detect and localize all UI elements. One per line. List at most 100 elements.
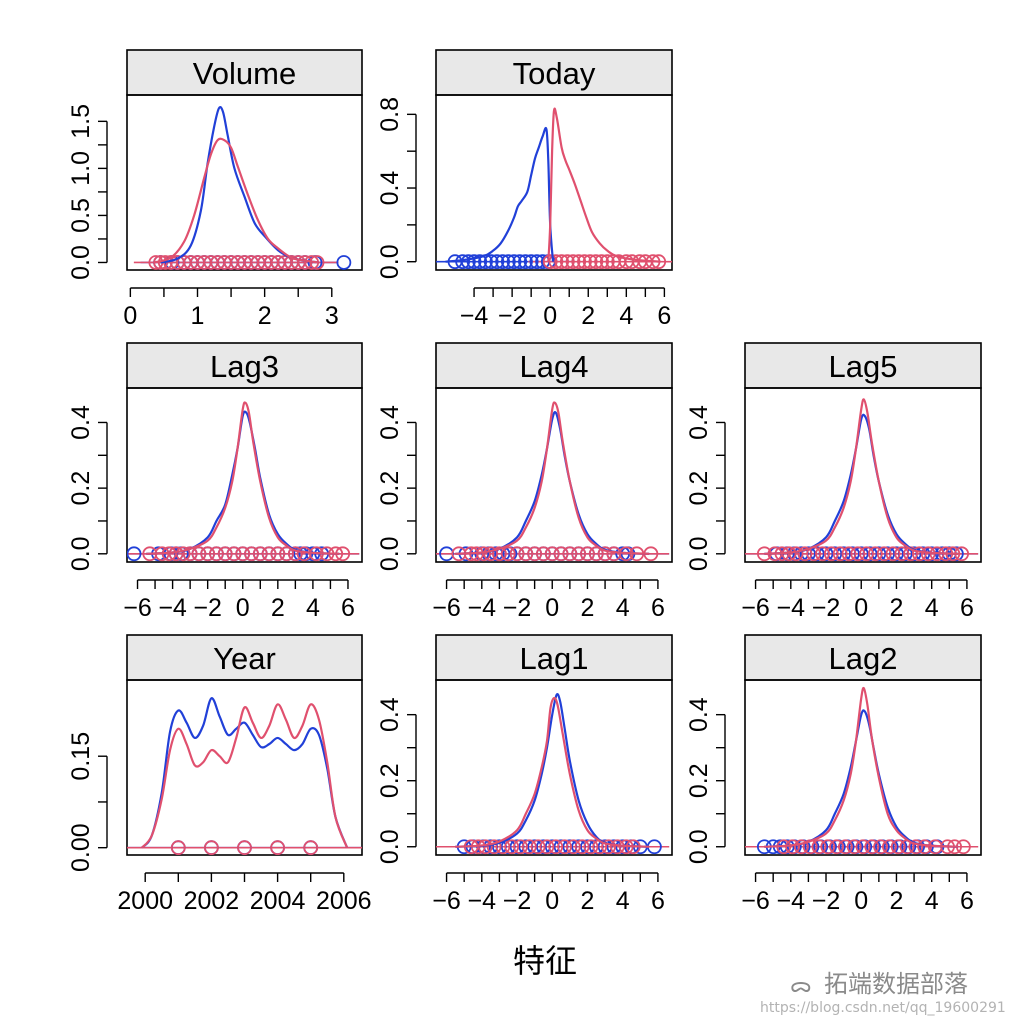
- rug-point-lag5-2: [911, 546, 927, 562]
- x-tick-label-lag2: 0: [854, 887, 868, 915]
- rug-point-today-1: [489, 254, 505, 270]
- x-tick-label-lag3: 4: [306, 594, 320, 622]
- density-line-lag5-1: [764, 413, 959, 555]
- y-tick-label-lag2: 0.4: [685, 697, 713, 732]
- x-tick-label-lag4: −4: [468, 594, 497, 622]
- x-tick-label-lag5: 0: [854, 594, 868, 622]
- rug-point-lag4-2: [492, 546, 507, 562]
- rug-point-lag5-2: [894, 546, 910, 562]
- rug-point-lag3-2: [200, 546, 216, 562]
- rug-point-lag1-2: [601, 839, 616, 855]
- rug-point-today-2: [599, 254, 615, 270]
- y-tick-label-lag3: 0.0: [67, 536, 95, 571]
- rug-point-lag3-2: [182, 546, 198, 562]
- rug-point-lag2-2: [882, 839, 897, 855]
- strip-volume: [126, 49, 363, 96]
- wechat-icon: ᯅ: [790, 973, 812, 997]
- rug-point-lag3-2: [279, 546, 294, 562]
- rug-point-today-1: [512, 254, 528, 270]
- panel-year: Year 0.00 0.15 2000 2002 2004 2006: [67, 634, 372, 915]
- x-tick-label-year: 2006: [316, 887, 372, 915]
- y-tick-label-year: 0.00: [67, 823, 95, 872]
- strip-lag3: [126, 342, 363, 389]
- data-layer-year: [127, 697, 362, 855]
- rug-point-lag2-2: [908, 839, 924, 855]
- rug-point-lag5-2: [850, 546, 866, 562]
- y-tick-label-lag4: 0.4: [376, 405, 404, 440]
- rug-point-lag2-2: [829, 839, 844, 855]
- strip-today: [435, 49, 673, 96]
- data-layer-today: [436, 107, 672, 270]
- rug-point-lag3-2: [217, 546, 233, 562]
- x-tick-label-lag4: 2: [581, 594, 595, 622]
- x-tick-label-lag5: −4: [777, 594, 806, 622]
- strip-lag1: [435, 634, 673, 681]
- x-tick-label-lag4: −6: [432, 594, 461, 622]
- panel-today: Today 0.0 0.4 0.8 −4 −2 0 2 4 6: [376, 49, 673, 330]
- x-tick-label-lag1: 6: [651, 887, 665, 915]
- plot-frame-volume: [126, 94, 363, 271]
- rug-point-lag3-2: [287, 546, 303, 562]
- rug-point-lag2-2: [846, 839, 862, 855]
- y-tick-label-year: 0.15: [67, 732, 95, 781]
- rug-point-lag5-2: [859, 546, 874, 562]
- x-tick-label-lag2: 2: [890, 887, 904, 915]
- density-line-lag4-1: [455, 411, 650, 555]
- rug-point-lag3-2: [235, 546, 251, 562]
- rug-point-today-1: [506, 254, 522, 270]
- density-line-today-1: [445, 127, 555, 263]
- x-tick-label-lag3: 0: [236, 594, 250, 622]
- x-tick-label-lag3: 2: [271, 594, 285, 622]
- rug-point-lag4-2: [571, 546, 587, 562]
- rug-point-lag2-2: [873, 839, 889, 855]
- x-tick-label-lag2: 6: [960, 887, 974, 915]
- y-tick-label-lag5: 0.4: [685, 405, 713, 440]
- y-tick-label-lag2: 0.2: [685, 763, 713, 798]
- watermark-brand-text: 拓端数据部落: [824, 970, 968, 998]
- x-tick-label-lag1: −4: [468, 887, 497, 915]
- rug-point-lag5-2: [832, 546, 848, 562]
- rug-point-volume-1: [336, 255, 352, 270]
- rug-point-lag4-2: [500, 546, 516, 562]
- density-line-lag3-1: [146, 410, 340, 555]
- rug-point-lag2-2: [820, 839, 836, 855]
- y-tick-label-lag1: 0.4: [376, 697, 404, 732]
- rug-point-today-1: [523, 254, 539, 270]
- panel-title-volume: Volume: [193, 56, 296, 91]
- rug-point-lag2-2: [890, 839, 906, 855]
- y-tick-label-lag4: 0.2: [376, 471, 404, 506]
- rug-point-lag4-2: [527, 546, 543, 562]
- rug-point-lag4-2: [509, 546, 525, 562]
- rug-point-lag3-2: [261, 546, 277, 562]
- rug-point-lag3-2: [209, 546, 224, 562]
- rug-point-today-1: [518, 254, 533, 270]
- rug-point-lag1-2: [548, 839, 564, 855]
- rug-point-lag5-2: [841, 546, 857, 562]
- density-line-lag3-2: [146, 401, 340, 555]
- x-tick-label-today: 4: [619, 302, 633, 330]
- y-tick-label-lag5: 0.2: [685, 471, 713, 506]
- panel-lag1: Lag1 0.0 0.2 0.4 −6 −4 −2 0 2 4 6: [376, 634, 673, 915]
- rug-point-today-2: [594, 254, 609, 270]
- x-tick-label-lag3: −2: [193, 594, 222, 622]
- x-tick-label-lag1: −2: [503, 887, 532, 915]
- rug-point-lag1-2: [521, 839, 537, 855]
- rug-point-lag5-2: [797, 546, 813, 562]
- watermark-url: https://blog.csdn.net/qq_19600291: [760, 1000, 1006, 1016]
- panel-lag5: Lag5 0.0 0.2 0.4 −6 −4 −2 0 2 4 6: [685, 342, 982, 622]
- density-line-volume-2: [153, 137, 319, 264]
- panel-title-lag3: Lag3: [210, 349, 279, 384]
- rug-point-lag3-2: [252, 546, 268, 562]
- strip-year: [126, 634, 363, 681]
- plot-frame-lag5: [744, 387, 982, 563]
- y-tick-label-lag4: 0.0: [376, 536, 404, 571]
- density-line-year-1: [141, 697, 349, 849]
- rug-point-year-2: [237, 840, 252, 855]
- rug-point-lag4-2: [518, 546, 534, 562]
- x-tick-label-lag5: −6: [741, 594, 770, 622]
- panel-lag3: Lag3 0.0 0.2 0.4 −6 −4 −2 0 2 4 6: [67, 342, 363, 622]
- figure-x-axis-label: 特征: [513, 942, 577, 980]
- x-tick-label-volume: 2: [258, 302, 272, 330]
- x-tick-label-lag4: −2: [503, 594, 532, 622]
- data-layer-lag1: [436, 693, 670, 855]
